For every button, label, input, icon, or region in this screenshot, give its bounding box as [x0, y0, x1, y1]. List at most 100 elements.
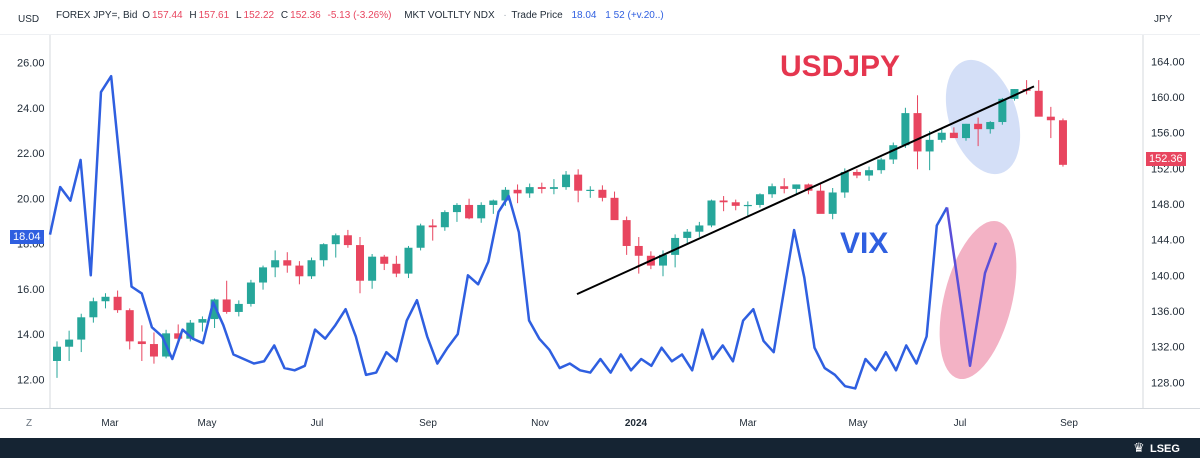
candle-body	[356, 245, 364, 281]
right-axis-tick: 140.00	[1151, 270, 1185, 282]
candle-body	[925, 139, 934, 152]
candle-body	[53, 346, 61, 361]
candle-body	[525, 187, 534, 194]
zoom-button-bg[interactable]	[20, 414, 40, 430]
candle-body	[865, 170, 874, 176]
candle-body	[1058, 120, 1067, 165]
candle-body	[501, 189, 510, 201]
candle-body	[743, 204, 752, 207]
candle-body	[562, 174, 571, 188]
candle-body	[1010, 89, 1019, 99]
x-axis-tick: May	[849, 418, 868, 429]
candle-body	[1034, 90, 1043, 117]
candle-body	[331, 235, 340, 245]
x-axis-tick: 2024	[625, 418, 648, 429]
right-axis-tick: 136.00	[1151, 306, 1185, 318]
right-axis-tick: 148.00	[1151, 199, 1185, 211]
vix-annotation: VIX	[840, 227, 888, 260]
candle-body	[828, 192, 837, 214]
trade-price-label: Trade Price	[511, 10, 563, 21]
candle-body	[513, 189, 522, 194]
candle-body	[889, 145, 898, 160]
candle-body	[343, 235, 352, 246]
ohlc-close: C 152.36	[280, 10, 321, 21]
candle-body	[816, 190, 825, 214]
candle-body	[768, 186, 777, 195]
candle-body	[222, 299, 231, 312]
candle-body	[101, 296, 110, 302]
candle-body	[186, 322, 195, 339]
candle-body	[246, 282, 255, 304]
candle-body	[368, 256, 377, 281]
candle-body	[683, 231, 692, 238]
x-axis-tick: Sep	[419, 418, 437, 429]
candle-body	[574, 174, 583, 191]
candle-body	[307, 260, 316, 277]
x-axis-tick: Jul	[311, 418, 324, 429]
trade-price-extra: 1 52 (+v.20..)	[605, 10, 664, 21]
candle-body	[295, 265, 304, 277]
candle-body	[174, 333, 183, 339]
candle-body	[962, 123, 970, 139]
usdjpy-highlight-ellipse	[945, 59, 1021, 175]
ohlc-open: O 157.44	[142, 10, 183, 21]
candle-body	[901, 113, 910, 146]
zoom-button[interactable]: Z	[26, 418, 32, 429]
candle-body	[392, 263, 401, 274]
candle-body	[210, 299, 219, 320]
candle-body	[719, 200, 728, 203]
candle-body	[549, 187, 558, 189]
vix-current-tag: 18.04	[10, 230, 44, 244]
right-axis-tick: 132.00	[1151, 342, 1185, 354]
lseg-logo: LSEG	[1150, 443, 1180, 455]
right-axis-tick: 144.00	[1151, 235, 1185, 247]
bullet-separator: ·	[503, 10, 507, 21]
x-axis-tick: Sep	[1060, 418, 1078, 429]
candle-body	[671, 237, 680, 255]
candle-body	[634, 245, 643, 256]
candle-body	[65, 339, 74, 347]
left-axis-tick: 24.00	[17, 103, 45, 115]
vix-series-label[interactable]: MKT VOLTLTY NDX	[404, 10, 495, 21]
candle-body	[259, 267, 268, 283]
candle-body	[659, 254, 667, 266]
candle-body	[622, 220, 631, 246]
candle-body	[137, 341, 146, 345]
candle-body	[877, 159, 886, 171]
vix-line	[48, 74, 949, 390]
candle-body	[489, 200, 498, 205]
right-axis-tick: 160.00	[1151, 92, 1185, 104]
right-unit-label: JPY	[1154, 14, 1173, 25]
candle-body	[695, 225, 704, 232]
left-unit-label: USD	[18, 14, 40, 25]
header-info: FOREX JPY=, Bid O 157.44 H 157.61 L 152.22 …	[56, 10, 666, 21]
left-axis-tick: 14.00	[17, 329, 45, 341]
candle-body	[852, 171, 861, 176]
lseg-logo-icon: ♛	[1133, 440, 1145, 455]
left-axis-tick: 22.00	[17, 148, 45, 160]
candle-body	[271, 260, 280, 268]
candle-body	[537, 187, 546, 189]
candle-body	[840, 171, 849, 193]
candle-body	[149, 344, 158, 357]
vix-highlight-ellipse	[939, 220, 1017, 380]
candle-body	[440, 212, 449, 228]
candle-body	[937, 132, 946, 140]
candle-body	[404, 247, 413, 274]
x-axis-tick: Mar	[739, 418, 757, 429]
candle-body	[234, 303, 243, 312]
right-axis-tick: 164.00	[1151, 56, 1185, 68]
symbol-label[interactable]: FOREX JPY=, Bid	[56, 10, 138, 21]
left-axis-tick: 20.00	[17, 193, 45, 205]
candle-body	[913, 113, 922, 152]
left-axis-tick: 12.00	[17, 374, 45, 386]
candle-body	[792, 184, 801, 189]
candle-body	[949, 132, 958, 139]
candle-body	[586, 189, 595, 191]
x-axis-tick: Mar	[101, 418, 119, 429]
candle-body	[428, 225, 437, 228]
x-axis-tick: Jul	[954, 418, 967, 429]
candle-body	[986, 122, 995, 130]
candle-body	[707, 200, 716, 226]
